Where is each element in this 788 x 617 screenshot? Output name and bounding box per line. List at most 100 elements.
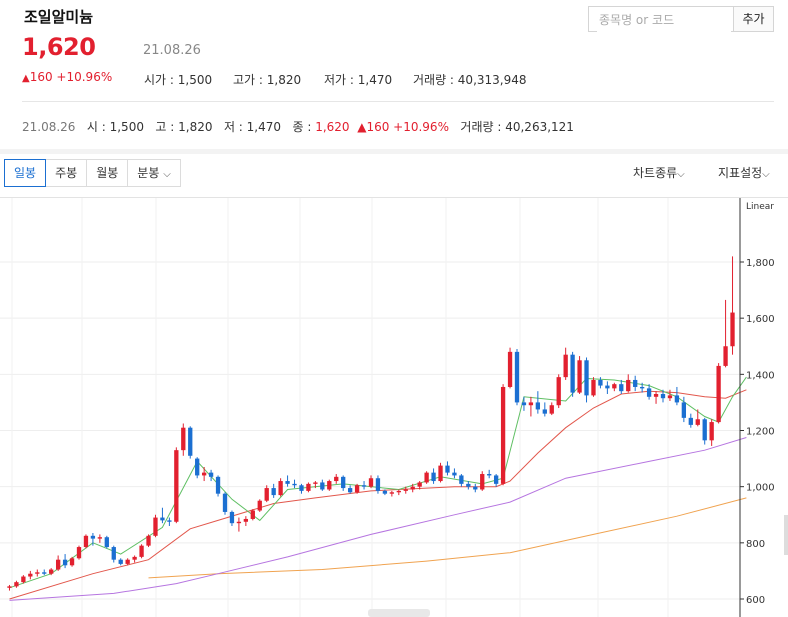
ma20-line bbox=[9, 389, 747, 600]
candle-body bbox=[507, 351, 513, 387]
candle-body bbox=[493, 475, 499, 484]
candle-body bbox=[695, 419, 700, 425]
open-price: 시가 : 1,500 bbox=[144, 71, 212, 88]
section-gap bbox=[0, 149, 788, 154]
price-change: ▲160 +10.96% bbox=[22, 70, 112, 84]
candle-body bbox=[146, 535, 151, 546]
candle-body bbox=[42, 572, 47, 574]
candle-body bbox=[660, 393, 666, 399]
candle-body bbox=[424, 472, 429, 483]
candle-body bbox=[500, 386, 506, 484]
candle-body bbox=[327, 481, 332, 490]
indicator-label: 지표설정 bbox=[718, 166, 763, 180]
candle-body bbox=[716, 365, 721, 423]
candle-body bbox=[730, 312, 735, 347]
header-divider bbox=[22, 101, 774, 102]
candle-body bbox=[264, 488, 269, 501]
high-value: 1,820 bbox=[266, 73, 302, 87]
candle-body bbox=[480, 474, 485, 490]
candle-body bbox=[584, 360, 589, 396]
candle-body bbox=[334, 476, 339, 482]
candle-body bbox=[556, 377, 561, 406]
candle-body bbox=[14, 582, 19, 587]
daily-open: 1,500 bbox=[109, 120, 144, 134]
daily-summary: 21.08.26 시 : 1,500 고 : 1,820 저 : 1,470 종… bbox=[22, 118, 574, 135]
vertical-scrollbar[interactable] bbox=[784, 515, 788, 555]
indicator-settings-menu[interactable]: 지표설정⌵ bbox=[718, 164, 770, 181]
candles bbox=[7, 256, 735, 591]
daily-high: 1,820 bbox=[178, 120, 213, 134]
candle-body bbox=[667, 395, 673, 399]
tab-minute[interactable]: 분봉 ⌵ bbox=[128, 160, 180, 186]
tab-monthly[interactable]: 월봉 bbox=[87, 160, 129, 186]
daily-open-label: 시 : bbox=[86, 120, 110, 134]
candle-body bbox=[626, 379, 631, 392]
candle-body bbox=[459, 475, 464, 484]
candle-body bbox=[257, 500, 262, 511]
candle-body bbox=[674, 395, 680, 403]
daily-volume-label: 거래량 : bbox=[460, 120, 506, 134]
candle-body bbox=[278, 481, 283, 496]
candle-body bbox=[208, 472, 214, 477]
candle-body bbox=[118, 559, 123, 564]
y-tick-label: 1,200 bbox=[746, 427, 775, 438]
candle-body bbox=[174, 450, 179, 522]
candle-body bbox=[243, 518, 249, 522]
candle-body bbox=[514, 351, 520, 403]
candle-body bbox=[55, 559, 61, 570]
price-chart[interactable]: Linear 600 800 1,000 1,200 1,400 1,600 1,800 bbox=[0, 198, 788, 617]
candle-body bbox=[591, 379, 596, 396]
candle-body bbox=[410, 486, 415, 490]
period-tabs: 일봉 주봉 월봉 분봉 ⌵ bbox=[4, 159, 181, 187]
candle-body bbox=[466, 483, 471, 487]
candle-body bbox=[612, 384, 617, 389]
horizontal-scrollbar[interactable] bbox=[368, 609, 430, 617]
daily-low-label: 저 : bbox=[223, 120, 247, 134]
chevron-down-icon: ⌵ bbox=[677, 169, 685, 180]
search-input[interactable] bbox=[597, 8, 731, 32]
scale-type-label: Linear bbox=[746, 202, 774, 212]
chevron-down-icon: ⌵ bbox=[762, 169, 770, 180]
daily-low: 1,470 bbox=[246, 120, 282, 134]
candle-body bbox=[542, 409, 547, 414]
candle-body bbox=[111, 547, 116, 560]
candle-body bbox=[709, 422, 714, 441]
low-value: 1,470 bbox=[357, 73, 393, 87]
chart-top-border bbox=[0, 197, 788, 198]
stock-search-box bbox=[588, 6, 734, 32]
candle-body bbox=[445, 465, 450, 473]
candle-body bbox=[473, 486, 478, 490]
candle-body bbox=[83, 535, 89, 548]
candle-body bbox=[368, 478, 374, 487]
chart-type-menu[interactable]: 차트종류⌵ bbox=[633, 164, 685, 181]
tab-daily[interactable]: 일봉 bbox=[4, 159, 47, 187]
candle-body bbox=[139, 545, 144, 557]
low-label: 저가 : bbox=[324, 73, 358, 87]
candle-body bbox=[222, 493, 228, 512]
candle-body bbox=[605, 385, 610, 389]
candle-body bbox=[487, 474, 492, 476]
add-button[interactable]: 추가 bbox=[734, 6, 774, 32]
candle-body bbox=[639, 386, 645, 389]
ma60-line bbox=[9, 437, 747, 601]
candle-body bbox=[299, 485, 304, 491]
candle-body bbox=[389, 492, 395, 494]
candle-body bbox=[306, 483, 311, 491]
candle-body bbox=[21, 576, 26, 583]
volume: 거래량 : 40,313,948 bbox=[413, 71, 527, 88]
candle-body bbox=[195, 458, 200, 476]
daily-close: 1,620 bbox=[315, 120, 350, 134]
volume-value: 40,313,948 bbox=[457, 73, 527, 87]
candle-body bbox=[403, 489, 408, 491]
candle-body bbox=[285, 481, 290, 484]
candle-body bbox=[181, 427, 186, 451]
candle-body bbox=[619, 384, 624, 392]
low-price: 저가 : 1,470 bbox=[324, 71, 392, 88]
candle-body bbox=[167, 520, 172, 522]
high-label: 고가 : bbox=[233, 73, 267, 87]
tab-weekly[interactable]: 주봉 bbox=[46, 160, 88, 186]
candle-body bbox=[570, 354, 575, 393]
candle-body bbox=[563, 354, 568, 378]
candle-body bbox=[62, 559, 68, 566]
candle-body bbox=[271, 488, 276, 496]
